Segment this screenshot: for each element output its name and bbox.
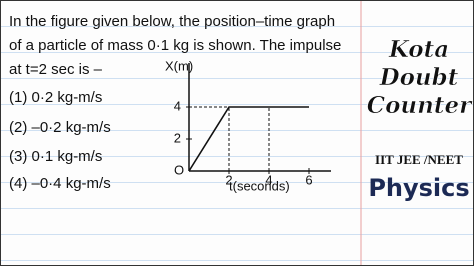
brand-line: Counter [367, 92, 473, 119]
x-tick-label: 2 [225, 172, 232, 187]
option: (1) 0·2 kg-m/s [9, 89, 102, 106]
x-axis-label: t(seconds) [229, 178, 290, 193]
position-line [188, 106, 309, 172]
option: (4) –0·4 kg-m/s [9, 175, 111, 192]
question-line: In the figure given below, the position–… [9, 13, 335, 30]
origin-label: O [174, 162, 184, 177]
exam-label: IIT JEE /NEET [375, 152, 463, 167]
brand-line: Kota [388, 36, 449, 63]
question: In the figure given below, the position–… [9, 13, 341, 192]
x-tick-label: 6 [305, 172, 312, 187]
graph: X(m) t(seconds) O 2 4 6 2 4 [165, 58, 331, 193]
question-line: of a particle of mass 0·1 kg is shown. T… [9, 37, 341, 54]
y-axis-label: X(m) [165, 58, 193, 73]
subject-label: Physics [368, 174, 469, 202]
option: (3) 0·1 kg-m/s [9, 148, 102, 165]
x-tick-label: 4 [265, 172, 272, 187]
option: (2) –0·2 kg-m/s [9, 119, 111, 136]
question-line: at t=2 sec is – [9, 61, 103, 78]
brand-line: Doubt [379, 64, 459, 91]
y-tick-label: 4 [174, 98, 181, 113]
y-tick-label: 2 [174, 130, 181, 145]
